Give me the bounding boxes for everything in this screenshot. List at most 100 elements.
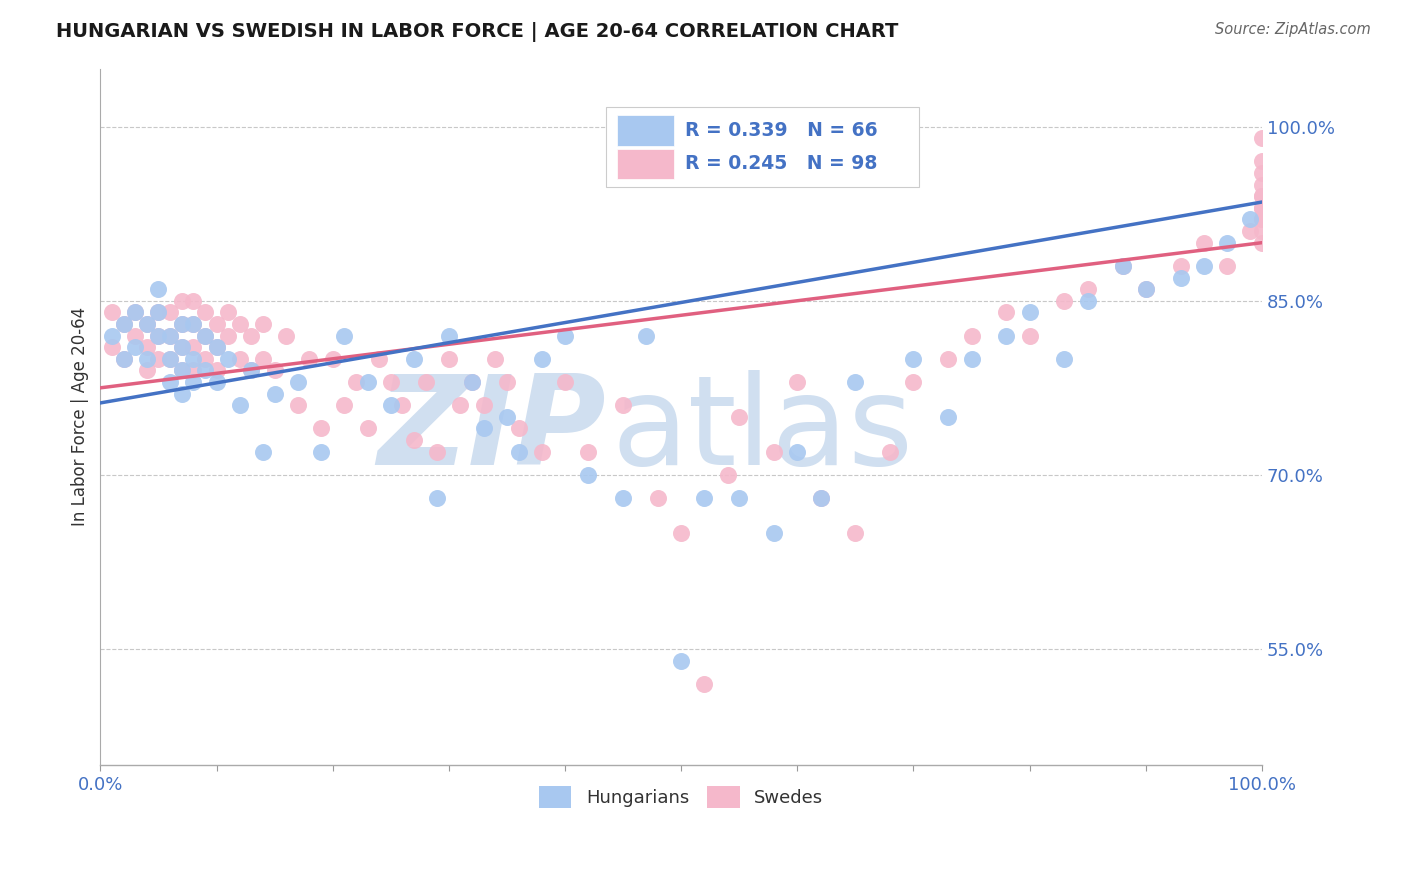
Point	[170, 317, 193, 331]
Point	[263, 363, 285, 377]
Point	[508, 444, 530, 458]
FancyBboxPatch shape	[617, 149, 673, 179]
Point	[554, 328, 576, 343]
Text: Source: ZipAtlas.com: Source: ZipAtlas.com	[1215, 22, 1371, 37]
Point	[205, 317, 228, 331]
Point	[263, 386, 285, 401]
Point	[461, 375, 484, 389]
Point	[124, 305, 146, 319]
Point	[1251, 189, 1274, 203]
Point	[159, 351, 181, 366]
Point	[530, 351, 553, 366]
Point	[810, 491, 832, 505]
Point	[217, 351, 239, 366]
Point	[903, 375, 925, 389]
Point	[636, 328, 658, 343]
Point	[229, 317, 252, 331]
Point	[472, 421, 495, 435]
Point	[217, 328, 239, 343]
Point	[170, 363, 193, 377]
Point	[170, 363, 193, 377]
Point	[1077, 293, 1099, 308]
Point	[124, 340, 146, 354]
Point	[322, 351, 344, 366]
Point	[879, 444, 901, 458]
Point	[229, 351, 252, 366]
Point	[194, 328, 217, 343]
Point	[844, 375, 866, 389]
Point	[1251, 201, 1274, 215]
FancyBboxPatch shape	[617, 115, 673, 146]
Point	[1135, 282, 1157, 296]
Text: R = 0.339   N = 66: R = 0.339 N = 66	[685, 121, 877, 140]
Point	[936, 409, 959, 424]
Point	[1111, 259, 1133, 273]
Point	[333, 398, 356, 412]
Point	[1251, 212, 1274, 227]
Point	[1192, 235, 1215, 250]
Point	[205, 340, 228, 354]
Point	[576, 444, 599, 458]
Point	[763, 444, 786, 458]
Point	[669, 526, 692, 541]
Point	[402, 351, 425, 366]
Text: HUNGARIAN VS SWEDISH IN LABOR FORCE | AGE 20-64 CORRELATION CHART: HUNGARIAN VS SWEDISH IN LABOR FORCE | AG…	[56, 22, 898, 42]
Point	[135, 363, 157, 377]
Point	[170, 317, 193, 331]
Point	[728, 491, 751, 505]
Point	[554, 375, 576, 389]
Point	[426, 444, 449, 458]
Point	[112, 317, 135, 331]
Point	[903, 351, 925, 366]
Point	[1018, 328, 1040, 343]
Point	[148, 305, 170, 319]
Point	[1053, 351, 1076, 366]
Point	[181, 351, 204, 366]
Point	[287, 398, 309, 412]
Point	[217, 305, 239, 319]
Point	[252, 317, 274, 331]
Point	[205, 375, 228, 389]
Point	[1053, 293, 1076, 308]
Point	[1170, 270, 1192, 285]
Point	[159, 328, 181, 343]
Point	[194, 351, 217, 366]
Legend: Hungarians, Swedes: Hungarians, Swedes	[531, 779, 831, 815]
Point	[181, 293, 204, 308]
Point	[252, 351, 274, 366]
Point	[496, 375, 519, 389]
Point	[1251, 178, 1274, 192]
Point	[810, 491, 832, 505]
Point	[276, 328, 298, 343]
Point	[135, 351, 157, 366]
Point	[298, 351, 321, 366]
Point	[194, 363, 217, 377]
Point	[402, 433, 425, 447]
Point	[530, 444, 553, 458]
Point	[995, 328, 1018, 343]
Point	[194, 305, 217, 319]
Point	[508, 421, 530, 435]
Point	[1251, 154, 1274, 169]
Point	[1251, 189, 1274, 203]
Point	[786, 375, 808, 389]
Point	[148, 305, 170, 319]
Point	[693, 677, 716, 691]
Point	[1170, 259, 1192, 273]
Point	[391, 398, 413, 412]
Point	[240, 363, 263, 377]
Point	[1216, 235, 1239, 250]
Point	[135, 340, 157, 354]
Point	[309, 421, 332, 435]
Point	[101, 340, 124, 354]
Point	[380, 375, 402, 389]
Y-axis label: In Labor Force | Age 20-64: In Labor Force | Age 20-64	[72, 308, 89, 526]
Point	[415, 375, 437, 389]
Point	[112, 317, 135, 331]
Point	[693, 491, 716, 505]
Point	[101, 328, 124, 343]
Point	[240, 328, 263, 343]
Point	[1135, 282, 1157, 296]
Point	[124, 328, 146, 343]
Point	[356, 375, 378, 389]
